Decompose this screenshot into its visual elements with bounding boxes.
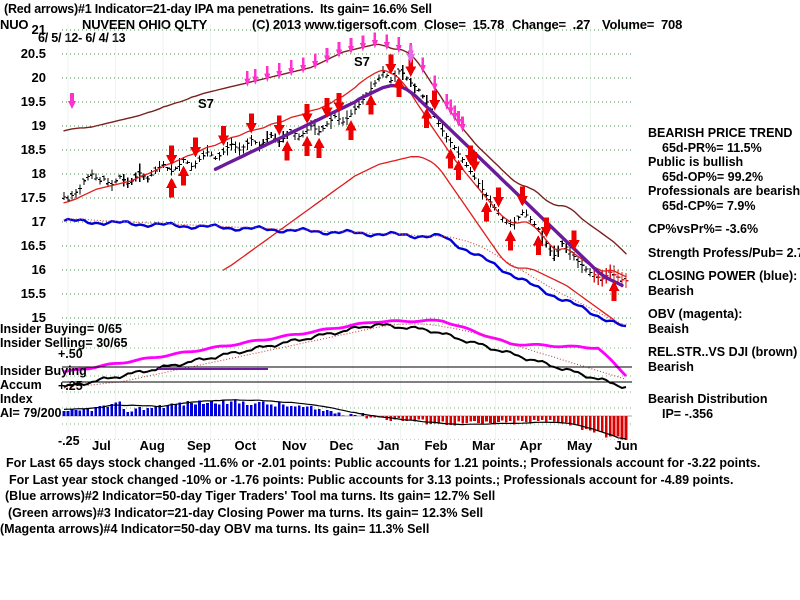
x-tick-label: Jul	[92, 438, 111, 453]
scale-minus-25: -.25	[58, 434, 80, 448]
panel-line: 65d-CP%= 7.9%	[662, 198, 756, 213]
panel-spacer	[648, 237, 800, 246]
panel-line: Professionals are bearish	[648, 184, 800, 198]
panel-spacer	[648, 298, 800, 307]
x-tick-label: Feb	[424, 438, 448, 453]
price-change: Change= .27	[512, 17, 591, 32]
panel-spacer	[648, 383, 800, 392]
x-tick-label: Apr	[519, 438, 542, 453]
panel-line: 65d-OP%= 99.2%	[662, 169, 764, 184]
chart-plot-area: S7 S7	[62, 24, 632, 440]
scale-plus-25: +.25	[58, 379, 83, 393]
x-tick-label: Sep	[187, 438, 211, 453]
y-tick-label: 19.5	[20, 94, 46, 109]
y-tick-label: 15.5	[20, 286, 46, 301]
accum-title-line3: Index	[0, 392, 33, 406]
panel-spacer	[648, 336, 800, 345]
panel-spacer	[648, 374, 800, 383]
y-tick-label: 16	[31, 262, 46, 277]
footer-line: (Magenta arrows)#4 Indicator=50-day OBV …	[0, 522, 430, 537]
panel-line: OBV (magenta):	[648, 307, 743, 321]
footer-notes: For Last 65 days stock changed -11.6% or…	[0, 455, 800, 538]
copyright-notice: (C) 2013 www.tigersoft.com	[252, 17, 417, 32]
x-tick-label: Jun	[614, 438, 638, 453]
analysis-panel: BEARISH PRICE TREND 65d-PR%= 11.5% Public …	[648, 126, 800, 421]
y-tick-label: 21	[31, 22, 46, 37]
panel-line: Bearish	[648, 283, 694, 298]
panel-line: Beaish	[648, 321, 689, 336]
accum-title-line2: Accum	[0, 378, 42, 392]
footer-line: For Last year stock changed -10% or -1.7…	[9, 472, 734, 487]
panel-line: Public is bullish	[648, 155, 744, 169]
y-tick-label: 18.5	[20, 142, 46, 157]
panel-line: IP= -.356	[662, 406, 714, 421]
y-tick-label: 15	[31, 310, 46, 325]
footer-line: (Blue arrows)#2 Indicator=50-day Tiger T…	[5, 489, 496, 504]
indicator-1-header: (Red arrows)#1 Indicator=21-day IPA ma p…	[4, 2, 432, 16]
panel-line: Bearish Distribution	[648, 392, 768, 406]
x-tick-label: May	[567, 438, 593, 453]
s7-annotation: S7	[354, 54, 370, 69]
panel-line: CP%vsPr%= -3.6%	[648, 222, 759, 236]
close-price: Close= 15.78	[424, 17, 505, 32]
scale-plus-50: +.50	[58, 347, 83, 361]
y-tick-label: 16.5	[20, 238, 46, 253]
x-tick-label: Jan	[377, 438, 400, 453]
y-tick-label: 17	[31, 214, 46, 229]
panel-line: BEARISH PRICE TREND	[648, 126, 793, 140]
panel-line: Strength Profess/Pub= 2.7	[648, 245, 800, 260]
panel-line: REL.STR..VS DJI (brown)	[648, 345, 798, 359]
volume-value: Volume= 708	[602, 17, 683, 32]
footer-line: (Green arrows)#3 Indicator=21-day Closin…	[8, 505, 484, 520]
x-tick-label: Oct	[234, 438, 257, 453]
x-tick-label: Mar	[472, 438, 496, 453]
panel-spacer	[648, 260, 800, 269]
s7-annotation: S7	[198, 96, 214, 111]
ticker-symbol: NUO	[0, 17, 29, 32]
insider-buying-label: Insider Buying= 0/65	[0, 322, 122, 336]
y-tick-label: 19	[31, 118, 46, 133]
panel-line: Bearish	[648, 359, 694, 374]
panel-spacer	[648, 213, 800, 222]
y-tick-label: 20	[31, 70, 46, 85]
panel-line: 65d-PR%= 11.5%	[662, 140, 762, 155]
y-tick-label: 18	[31, 166, 46, 181]
date-range: 6/ 5/ 12- 6/ 4/ 13	[38, 31, 126, 45]
footer-line: For Last 65 days stock changed -11.6% or…	[6, 456, 761, 470]
x-tick-label: Nov	[282, 438, 307, 453]
accum-ai-value: AI= 79/200	[0, 406, 62, 420]
panel-line: CLOSING POWER (blue):	[648, 269, 798, 283]
y-tick-label: 17.5	[20, 190, 46, 205]
accum-title-line1: Insider Buying	[0, 364, 87, 378]
insider-selling-label: Insider Selling= 30/65	[0, 336, 128, 350]
company-name: NUVEEN OHIO QLTY	[82, 17, 208, 32]
x-tick-label: Aug	[139, 438, 165, 453]
x-tick-label: Dec	[329, 438, 354, 453]
y-tick-label: 20.5	[20, 46, 46, 61]
